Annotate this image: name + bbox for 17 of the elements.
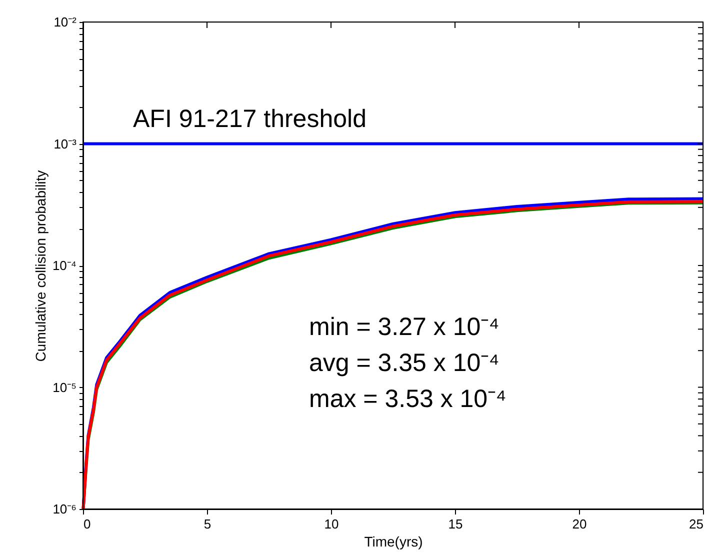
y-tick-label: 10⁻⁵ — [52, 380, 76, 395]
x-axis-title: Time(yrs) — [364, 534, 423, 550]
annotation: min = 3.27 x 10⁻⁴ — [309, 313, 500, 341]
annotation: max = 3.53 x 10⁻⁴ — [309, 385, 506, 413]
x-tick-label: 5 — [204, 516, 212, 532]
x-tick-label: 20 — [572, 516, 587, 532]
y-tick-label: 10⁻⁶ — [52, 502, 76, 516]
y-tick-label: 10⁻³ — [54, 136, 78, 152]
x-tick-label: 0 — [84, 516, 91, 532]
y-tick-label: 10⁻⁴ — [52, 258, 76, 273]
annotation: avg = 3.35 x 10⁻⁴ — [309, 349, 500, 377]
x-tick-label: 25 — [689, 516, 704, 532]
x-tick-label: 15 — [448, 516, 463, 532]
y-tick-label: 10⁻² — [54, 14, 78, 30]
ref-line-label: AFI 91-217 threshold — [133, 104, 366, 133]
x-tick-label: 10 — [324, 516, 339, 532]
y-axis-title: Cumulative collision probability — [32, 170, 48, 362]
